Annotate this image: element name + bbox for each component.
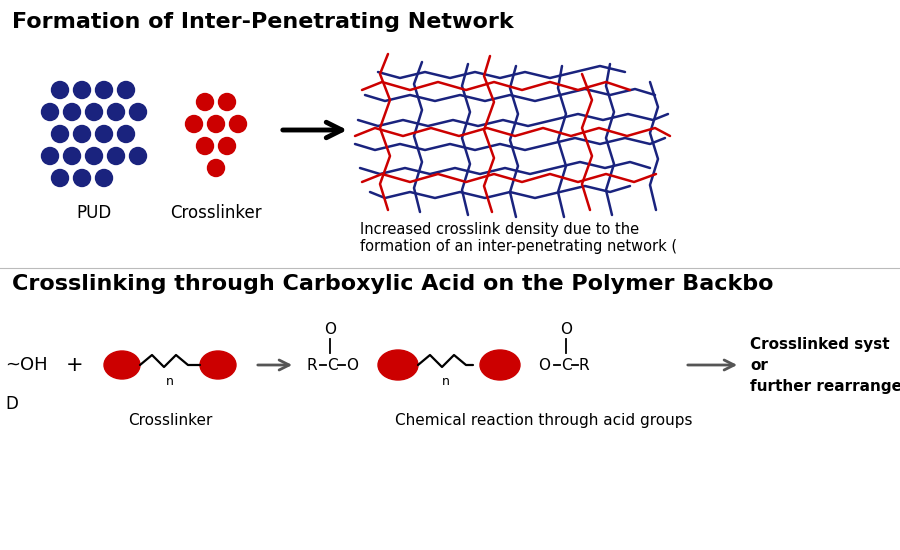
Ellipse shape <box>378 350 418 380</box>
Text: R: R <box>307 358 318 372</box>
Circle shape <box>196 138 213 155</box>
Text: O: O <box>346 358 358 372</box>
Text: Chemical reaction through acid groups: Chemical reaction through acid groups <box>395 413 692 428</box>
Text: Crosslinked syst
or
further rearrange: Crosslinked syst or further rearrange <box>750 337 900 393</box>
Text: Crosslinking through Carboxylic Acid on the Polymer Backbo: Crosslinking through Carboxylic Acid on … <box>12 274 773 294</box>
Text: Formation of Inter-Penetrating Network: Formation of Inter-Penetrating Network <box>12 12 514 32</box>
Text: n: n <box>442 375 450 388</box>
Text: O: O <box>538 358 550 372</box>
Circle shape <box>86 147 103 164</box>
Text: O: O <box>324 322 336 337</box>
Circle shape <box>51 81 68 98</box>
Text: R: R <box>579 358 590 372</box>
Text: +: + <box>67 355 84 375</box>
Circle shape <box>95 125 112 142</box>
Circle shape <box>185 116 202 133</box>
Circle shape <box>51 169 68 186</box>
Circle shape <box>41 147 58 164</box>
Circle shape <box>95 169 112 186</box>
Circle shape <box>107 147 124 164</box>
Text: Crosslinker: Crosslinker <box>170 204 262 222</box>
Circle shape <box>86 103 103 120</box>
Circle shape <box>74 81 91 98</box>
Circle shape <box>107 103 124 120</box>
Circle shape <box>196 94 213 111</box>
Circle shape <box>130 103 147 120</box>
Ellipse shape <box>200 351 236 379</box>
Circle shape <box>95 81 112 98</box>
Circle shape <box>219 138 236 155</box>
Circle shape <box>74 169 91 186</box>
Circle shape <box>219 94 236 111</box>
Text: C: C <box>561 358 572 372</box>
Circle shape <box>118 81 134 98</box>
Text: D: D <box>5 395 18 413</box>
Circle shape <box>130 147 147 164</box>
Text: Crosslinker: Crosslinker <box>128 413 212 428</box>
Ellipse shape <box>104 351 140 379</box>
Ellipse shape <box>480 350 520 380</box>
Circle shape <box>51 125 68 142</box>
Circle shape <box>118 125 134 142</box>
Circle shape <box>208 160 224 177</box>
Circle shape <box>208 116 224 133</box>
Circle shape <box>64 147 80 164</box>
Text: C: C <box>327 358 338 372</box>
Circle shape <box>41 103 58 120</box>
Text: O: O <box>560 322 572 337</box>
Text: ~OH: ~OH <box>5 356 48 374</box>
Text: Increased crosslink density due to the
formation of an inter-penetrating network: Increased crosslink density due to the f… <box>360 222 677 255</box>
Text: n: n <box>166 375 174 388</box>
Circle shape <box>74 125 91 142</box>
Circle shape <box>230 116 247 133</box>
Text: PUD: PUD <box>76 204 112 222</box>
Circle shape <box>64 103 80 120</box>
